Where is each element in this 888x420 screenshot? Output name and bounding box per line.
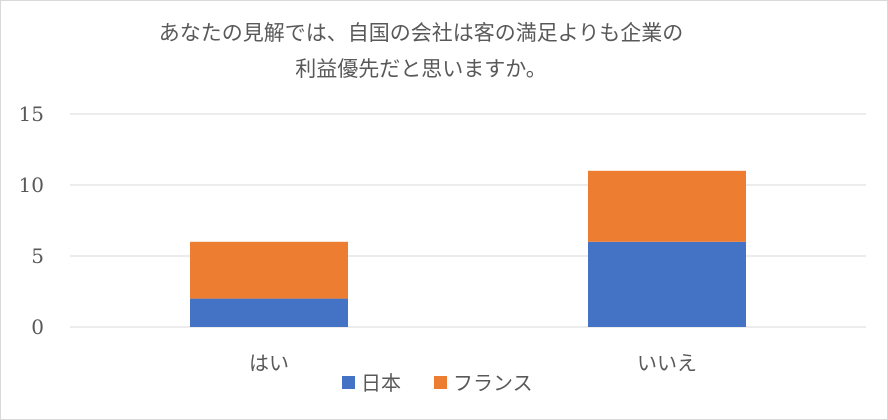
bar-france-1: [588, 170, 746, 242]
x-category-label: はい: [249, 351, 289, 375]
gridlines: [70, 113, 866, 328]
y-axis: 0 5 10 15: [19, 102, 44, 339]
x-axis: はい いいえ: [249, 351, 697, 375]
chart-title-line-1: あなたの見解では、自国の会社は客の満足よりも企業の: [158, 21, 684, 45]
y-tick-label: 0: [31, 315, 44, 339]
legend-swatch-france: [434, 376, 447, 389]
legend-label-france: フランス: [453, 371, 533, 395]
bars: [190, 170, 746, 327]
y-tick-label: 15: [19, 102, 44, 126]
x-category-label: いいえ: [637, 351, 697, 375]
bar-france-0: [190, 241, 348, 299]
y-tick-label: 5: [31, 244, 44, 268]
y-tick-label: 10: [19, 173, 44, 197]
chart-title: あなたの見解では、自国の会社は客の満足よりも企業の 利益優先だと思いますか。: [21, 15, 821, 87]
bar-japan-0: [190, 298, 348, 327]
legend-label-japan: 日本: [361, 371, 401, 395]
bar-japan-1: [588, 241, 746, 327]
legend-swatch-japan: [342, 376, 355, 389]
legend: 日本 フランス: [342, 371, 533, 395]
chart-title-line-2: 利益優先だと思いますか。: [295, 57, 547, 81]
